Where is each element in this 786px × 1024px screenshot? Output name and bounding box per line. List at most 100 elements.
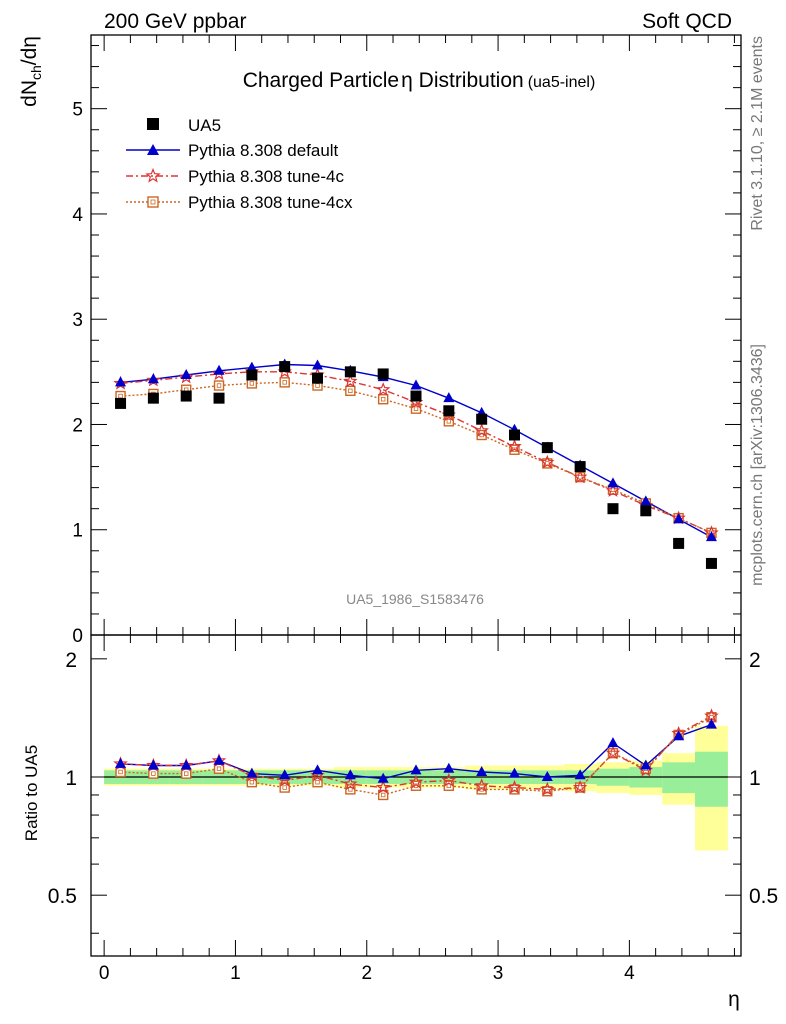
main-point-tune4cx-inner: [315, 383, 320, 388]
ratio-point-default: [410, 764, 422, 775]
main-point-tune4c: [540, 454, 555, 469]
main-point-default: [115, 376, 127, 387]
ratio-y-tick-label-left: 0.5: [48, 885, 77, 908]
ratio-point-tune4cx: [509, 784, 520, 795]
ratio-point-tune4c: [540, 781, 555, 796]
main-point-ua5: [410, 390, 422, 402]
ratio-point-tune4c: [572, 779, 588, 794]
main-point-ua5: [312, 372, 324, 384]
legend-label-tune4c: Pythia 8.308 tune-4c: [188, 167, 344, 186]
legend-entry-default: Pythia 8.308 default: [126, 141, 339, 160]
main-point-default: [410, 379, 422, 390]
ratio-point-default: [115, 757, 127, 768]
main-point-tune4cx: [213, 380, 225, 391]
x-tick-label: 4: [624, 963, 635, 984]
main-point-default: [673, 513, 685, 524]
ratio-point-tune4cx-inner: [315, 780, 320, 785]
main-point-tune4cx-inner: [380, 397, 386, 402]
ratio-panel-frame: [90, 634, 742, 957]
main-point-ua5: [246, 369, 258, 381]
legend-marker-tune4cx: [147, 196, 159, 208]
main-y-axis-label: dNch/dη: [18, 36, 44, 107]
ratio-y-tick-label-left: 2: [65, 649, 77, 672]
main-point-tune4c: [474, 423, 489, 437]
main-point-tune4c: [605, 483, 621, 497]
x-tick-label: 1: [230, 963, 241, 984]
ratio-point-tune4c: [408, 774, 424, 789]
legend-marker-tune4cx-inner: [150, 199, 156, 205]
header-left: 200 GeV ppbar: [104, 10, 246, 33]
main-point-tune4cx: [377, 394, 389, 405]
x-tick-label: 2: [361, 963, 372, 984]
main-point-tune4cx-inner: [413, 406, 419, 411]
ratio-point-tune4cx-inner: [380, 792, 386, 798]
ratio-point-default: [541, 771, 553, 782]
main-point-default: [246, 361, 258, 372]
ratio-y-tick-label-right: 2: [749, 649, 761, 672]
ratio-point-tune4cx-inner: [512, 787, 517, 792]
main-point-ua5: [705, 557, 717, 569]
x-tick-label: 3: [493, 963, 504, 984]
main-y-tick-label: 5: [72, 100, 83, 121]
ratio-point-tune4c: [441, 772, 457, 787]
ratio-point-tune4c: [507, 779, 522, 794]
main-point-ua5: [508, 429, 520, 441]
main-point-ua5: [673, 537, 685, 549]
main-point-tune4c: [375, 382, 391, 396]
main-point-ua5: [279, 361, 291, 373]
main-point-default: [180, 369, 192, 379]
main-point-tune4cx-inner: [610, 487, 616, 492]
main-y-tick-label: 4: [72, 205, 83, 226]
ratio-point-default: [377, 772, 389, 783]
ratio-point-tune4cx: [410, 780, 422, 791]
ratio-point-default: [246, 767, 258, 778]
header-right: Soft QCD: [642, 10, 732, 33]
ratio-y-tick-label-right: 1: [749, 767, 761, 790]
main-point-default: [640, 495, 652, 506]
ratio-y-axis-label: Ratio to UA5: [22, 745, 41, 841]
ratio-point-default: [213, 754, 225, 765]
ratio-point-default: [312, 764, 324, 775]
ratio-point-default: [279, 769, 291, 780]
main-point-tune4cx: [345, 385, 356, 396]
main-point-tune4c: [507, 438, 522, 453]
legend-entry-tune4c: Pythia 8.308 tune-4c: [126, 167, 344, 186]
ratio-point-tune4cx-inner: [348, 787, 353, 792]
ratio-point-tune4c: [704, 708, 719, 723]
ratio-point-default: [443, 762, 455, 773]
main-series-line-default: [120, 363, 712, 538]
rivet-version-label: Rivet 3.1.10, ≥ 2.1M events: [749, 36, 766, 231]
main-point-ua5: [476, 413, 488, 425]
ratio-point-tune4cx-inner: [446, 783, 452, 788]
ratio-y-tick-label-right: 0.5: [749, 885, 778, 908]
main-point-tune4cx: [279, 377, 290, 388]
x-axis-label: η: [728, 988, 740, 1011]
legend-marker-tune4c: [145, 167, 161, 183]
ratio-point-default: [640, 759, 652, 770]
main-y-tick-label: 3: [72, 310, 83, 331]
main-point-ua5: [344, 366, 356, 378]
x-tick-label: 0: [99, 963, 110, 984]
analysis-watermark: UA5_1986_S1583476: [346, 591, 484, 607]
mcplots-label: mcplots.cern.ch [arXiv:1306.3436]: [749, 344, 766, 586]
main-point-ua5: [607, 503, 619, 515]
main-point-default: [443, 392, 455, 403]
main-point-tune4cx: [443, 416, 455, 427]
main-point-tune4cx-inner: [577, 474, 583, 480]
main-y-tick-label: 2: [72, 415, 83, 436]
ratio-point-tune4cx-inner: [216, 766, 222, 771]
main-point-ua5: [180, 390, 192, 402]
ratio-point-tune4cx-inner: [249, 780, 255, 785]
ratio-point-default: [705, 718, 717, 729]
main-y-tick-label: 0: [72, 626, 83, 647]
main-point-ua5: [147, 392, 159, 404]
ratio-point-tune4cx-inner: [545, 789, 550, 794]
uncertainty-band-green: [695, 751, 728, 807]
ratio-point-tune4cx-inner: [151, 771, 156, 776]
main-point-tune4cx: [476, 429, 487, 441]
main-point-ua5: [443, 405, 455, 417]
ratio-point-default: [147, 759, 159, 770]
main-point-ua5: [640, 505, 652, 517]
ratio-point-tune4cx-inner: [184, 771, 189, 776]
